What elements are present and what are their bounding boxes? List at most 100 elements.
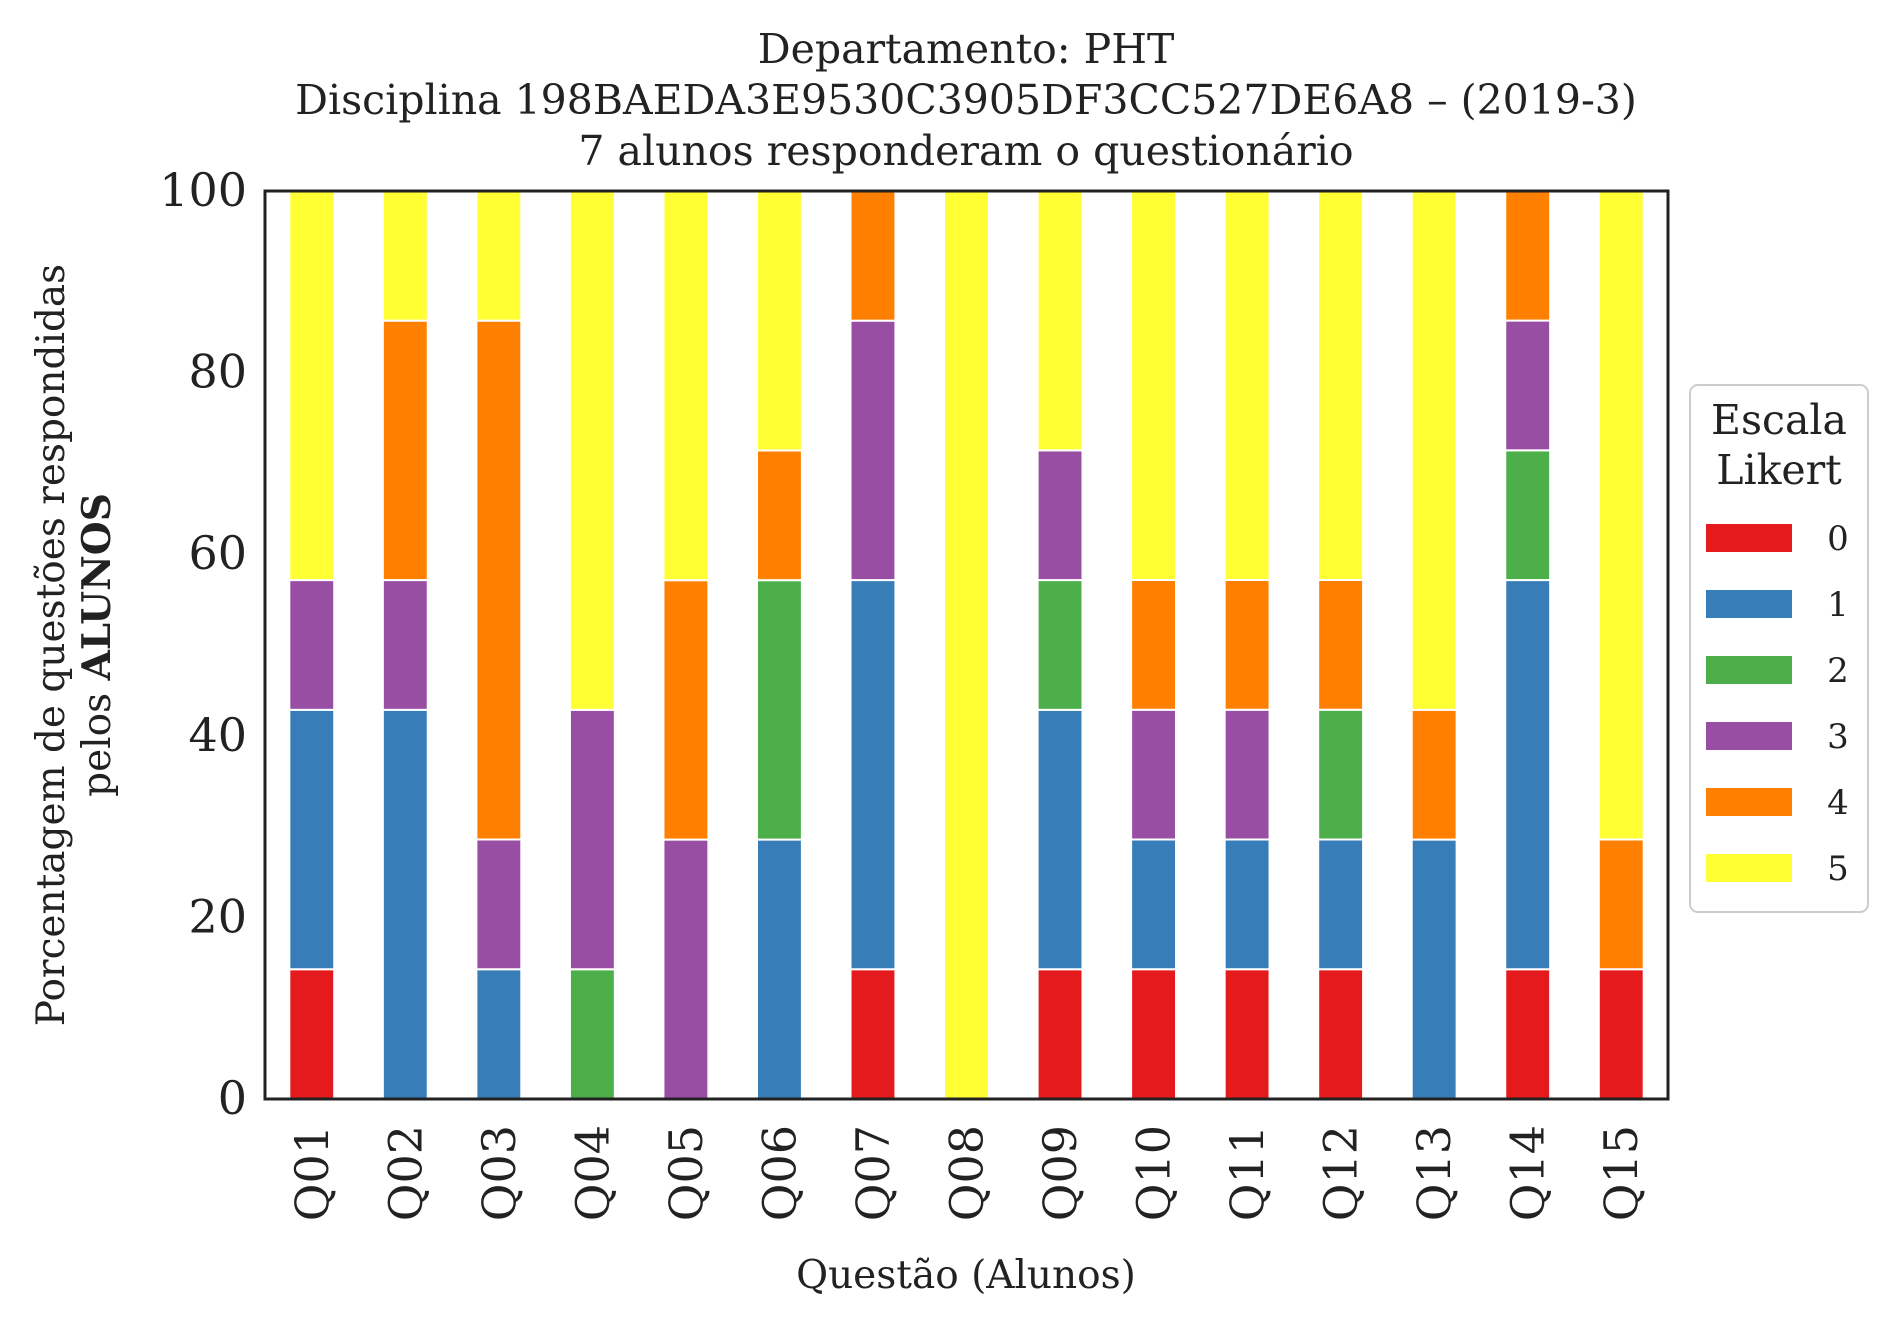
y-tick-label-80: 80	[188, 345, 247, 399]
bar-q09-level-1	[1036, 708, 1084, 971]
legend-label-4: 4	[1827, 783, 1849, 823]
bar-q14-level-3	[1504, 319, 1552, 452]
x-tick-label-q14: Q14	[1501, 1125, 1555, 1221]
x-axis-label: Questão (Alunos)	[796, 1253, 1136, 1298]
bar-q10-level-3	[1130, 708, 1178, 841]
x-tick-label-q03: Q03	[472, 1125, 526, 1221]
bars-layer	[288, 189, 1645, 1101]
bar-q14-level-1	[1504, 579, 1552, 971]
legend: Escala Likert 0 1 2 3 4 5	[1689, 384, 1869, 913]
y-tick-label-100: 100	[159, 163, 247, 217]
x-tick-label-q02: Q02	[378, 1125, 432, 1221]
bar-q06-level-4	[755, 449, 803, 582]
bar-q10-level-5	[1130, 189, 1178, 581]
legend-swatch-0	[1706, 524, 1792, 552]
bar-q15-level-0	[1597, 968, 1645, 1100]
y-axis-label-line-1: Porcentagem de questões respondidas	[29, 264, 74, 1026]
bar-q05-level-3	[662, 838, 710, 1101]
legend-frame	[1689, 384, 1869, 913]
bar-q01-level-1	[288, 708, 336, 971]
title-line-3: 7 alunos responderam o questionário	[578, 127, 1353, 175]
y-tick-label-20: 20	[188, 889, 247, 943]
bar-q12-level-2	[1317, 708, 1365, 841]
y-tick-label-40: 40	[188, 708, 247, 762]
bar-q13-level-4	[1410, 708, 1458, 841]
bar-q01-level-3	[288, 579, 336, 711]
legend-label-3: 3	[1827, 717, 1849, 757]
bar-q11-level-4	[1223, 578, 1271, 711]
bar-q07-level-1	[849, 579, 897, 971]
x-tick-label-q15: Q15	[1594, 1125, 1648, 1221]
bar-q09-level-0	[1036, 968, 1084, 1100]
x-tick-label-q01: Q01	[285, 1125, 339, 1221]
bar-q11-level-0	[1223, 968, 1271, 1100]
x-axis-ticks: Q01 Q02 Q03 Q04 Q05 Q06 Q07 Q08 Q09 Q10 Q11 Q12 Q13 Q…	[285, 1125, 1648, 1221]
bar-q02-level-1	[381, 708, 429, 1101]
chart-title: Departamento: PHT Disciplina 198BAEDA3E9…	[295, 25, 1637, 175]
bar-q14-level-2	[1504, 449, 1552, 582]
legend-items: 0 1 2 3 4 5	[1706, 519, 1849, 889]
bar-q02-level-5	[381, 189, 429, 322]
y-axis-label-prefix: pelos	[75, 680, 120, 796]
legend-swatch-3	[1706, 722, 1792, 750]
bar-q15-level-5	[1597, 189, 1645, 841]
bar-q02-level-3	[381, 579, 429, 711]
legend-title-line-1: Escala	[1711, 396, 1847, 444]
x-tick-label-q13: Q13	[1407, 1125, 1461, 1221]
bar-q07-level-0	[849, 968, 897, 1100]
y-axis-label-bold: ALUNOS	[74, 493, 120, 681]
x-tick-label-q07: Q07	[846, 1125, 900, 1221]
x-tick-label-q08: Q08	[940, 1125, 994, 1221]
bar-q06-level-1	[755, 838, 803, 1101]
title-line-2: Disciplina 198BAEDA3E9530C3905DF3CC527DE…	[295, 76, 1637, 124]
bar-q06-level-5	[755, 190, 803, 452]
x-tick-label-q05: Q05	[659, 1125, 713, 1221]
bar-q08-level-5	[943, 190, 990, 1100]
bar-q15-level-4	[1597, 838, 1645, 971]
bar-q01-level-0	[288, 968, 336, 1100]
y-axis-label: Porcentagem de questões respondidas pelo…	[29, 264, 120, 1026]
legend-label-2: 2	[1827, 651, 1849, 691]
legend-title-line-2: Likert	[1716, 446, 1842, 494]
x-tick-label-q12: Q12	[1314, 1125, 1368, 1221]
y-tick-label-60: 60	[188, 526, 247, 580]
bar-q14-level-0	[1504, 968, 1552, 1100]
x-tick-label-q11: Q11	[1220, 1125, 1274, 1221]
legend-swatch-4	[1706, 788, 1792, 816]
bar-q01-level-5	[288, 189, 336, 582]
legend-swatch-2	[1706, 656, 1792, 684]
plot-frame	[263, 189, 1670, 1101]
legend-label-0: 0	[1827, 519, 1849, 559]
bar-q12-level-5	[1317, 189, 1365, 581]
bar-q03-level-4	[475, 319, 523, 841]
x-tick-label-q06: Q06	[752, 1125, 806, 1221]
legend-swatch-5	[1706, 854, 1792, 882]
bar-q12-level-1	[1317, 838, 1365, 971]
bar-q14-level-4	[1504, 189, 1552, 322]
y-axis-ticks: 0 20 40 60 80 100	[159, 163, 247, 1125]
bar-q05-level-4	[662, 579, 710, 841]
bar-q06-level-2	[755, 579, 803, 841]
bar-q04-level-5	[568, 190, 616, 711]
bar-q09-level-3	[1036, 449, 1084, 582]
bar-q09-level-5	[1036, 189, 1084, 452]
bar-q10-level-4	[1130, 578, 1178, 711]
legend-swatch-1	[1706, 590, 1792, 618]
bar-q13-level-1	[1410, 838, 1458, 1101]
bar-q12-level-0	[1317, 968, 1365, 1100]
y-tick-label-0: 0	[218, 1071, 247, 1125]
x-tick-label-q10: Q10	[1127, 1125, 1181, 1221]
bar-q04-level-2	[568, 968, 616, 1100]
x-tick-label-q09: Q09	[1033, 1125, 1087, 1221]
bar-q07-level-4	[849, 189, 897, 322]
bar-q12-level-4	[1317, 578, 1365, 711]
bar-q11-level-1	[1223, 838, 1271, 971]
y-axis-label-line-2: pelos ALUNOS	[74, 493, 120, 797]
bar-q11-level-3	[1223, 708, 1271, 841]
bar-q04-level-3	[568, 708, 616, 971]
bar-q03-level-5	[475, 189, 523, 322]
bar-q10-level-1	[1130, 838, 1178, 971]
bar-q03-level-3	[475, 838, 523, 971]
bar-q05-level-5	[662, 190, 710, 582]
